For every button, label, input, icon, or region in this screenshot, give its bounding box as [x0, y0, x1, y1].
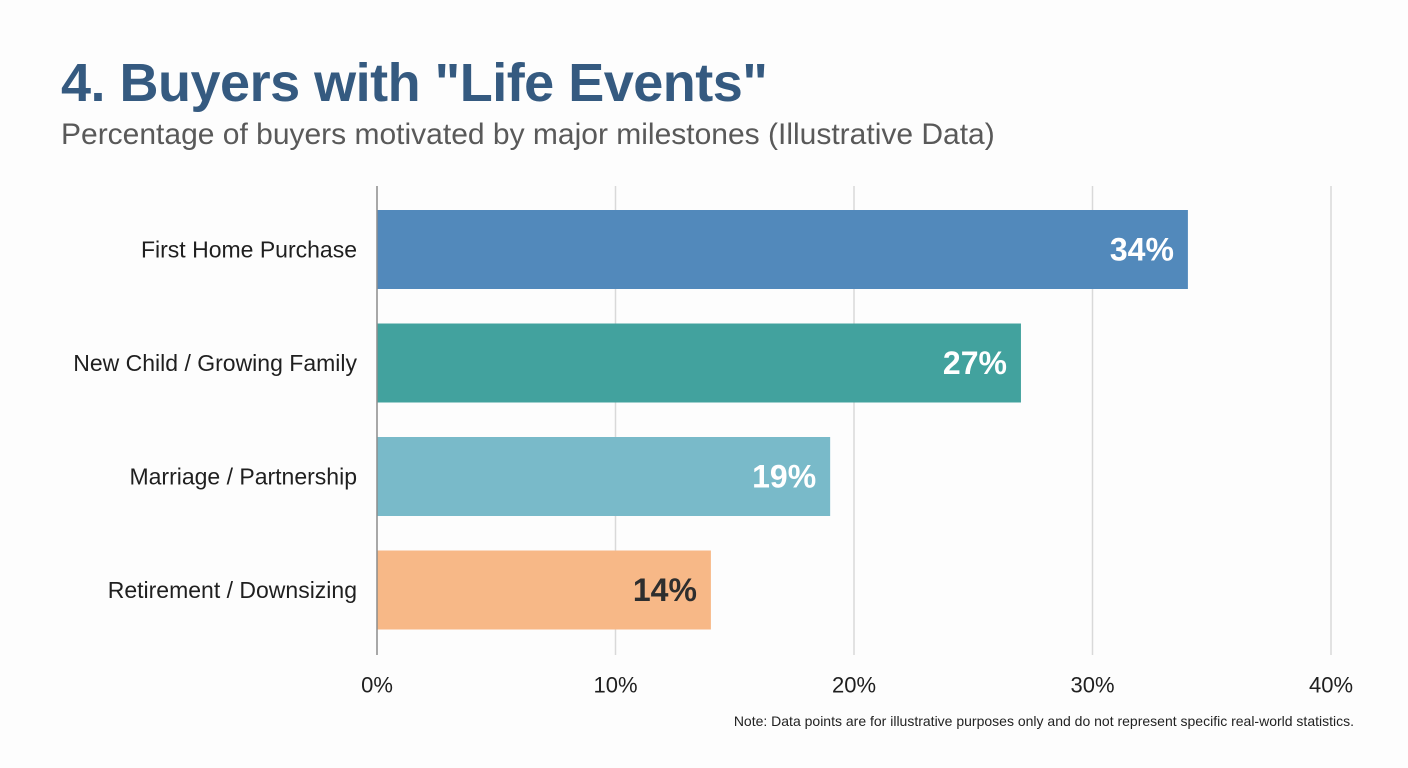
- x-tick-label: 40%: [1309, 673, 1353, 698]
- value-label: 14%: [633, 572, 697, 608]
- category-label: New Child / Growing Family: [73, 350, 357, 376]
- x-tick-label: 0%: [361, 673, 393, 698]
- labels: 0% 10% 20% 30% 40% First Home Purchase 34% New …: [73, 232, 1353, 698]
- value-label: 19%: [752, 459, 816, 495]
- bar-4: [377, 550, 711, 630]
- footnote: Note: Data points are for illustrative p…: [733, 713, 1354, 729]
- x-tick-label: 30%: [1070, 673, 1114, 698]
- x-tick-label: 20%: [832, 673, 876, 698]
- bar-1: [377, 210, 1188, 289]
- value-label: 27%: [943, 345, 1007, 381]
- bar-2: [377, 323, 1021, 403]
- category-label: Marriage / Partnership: [129, 464, 357, 490]
- bar-3: [377, 437, 831, 516]
- x-tick-label: 10%: [593, 673, 637, 698]
- bars: [377, 210, 1188, 630]
- value-label: 34%: [1110, 232, 1174, 268]
- chart-subtitle: Percentage of buyers motivated by major …: [61, 118, 995, 151]
- category-label: First Home Purchase: [141, 237, 357, 263]
- chart-title: 4. Buyers with "Life Events": [61, 53, 768, 113]
- category-label: Retirement / Downsizing: [108, 577, 357, 603]
